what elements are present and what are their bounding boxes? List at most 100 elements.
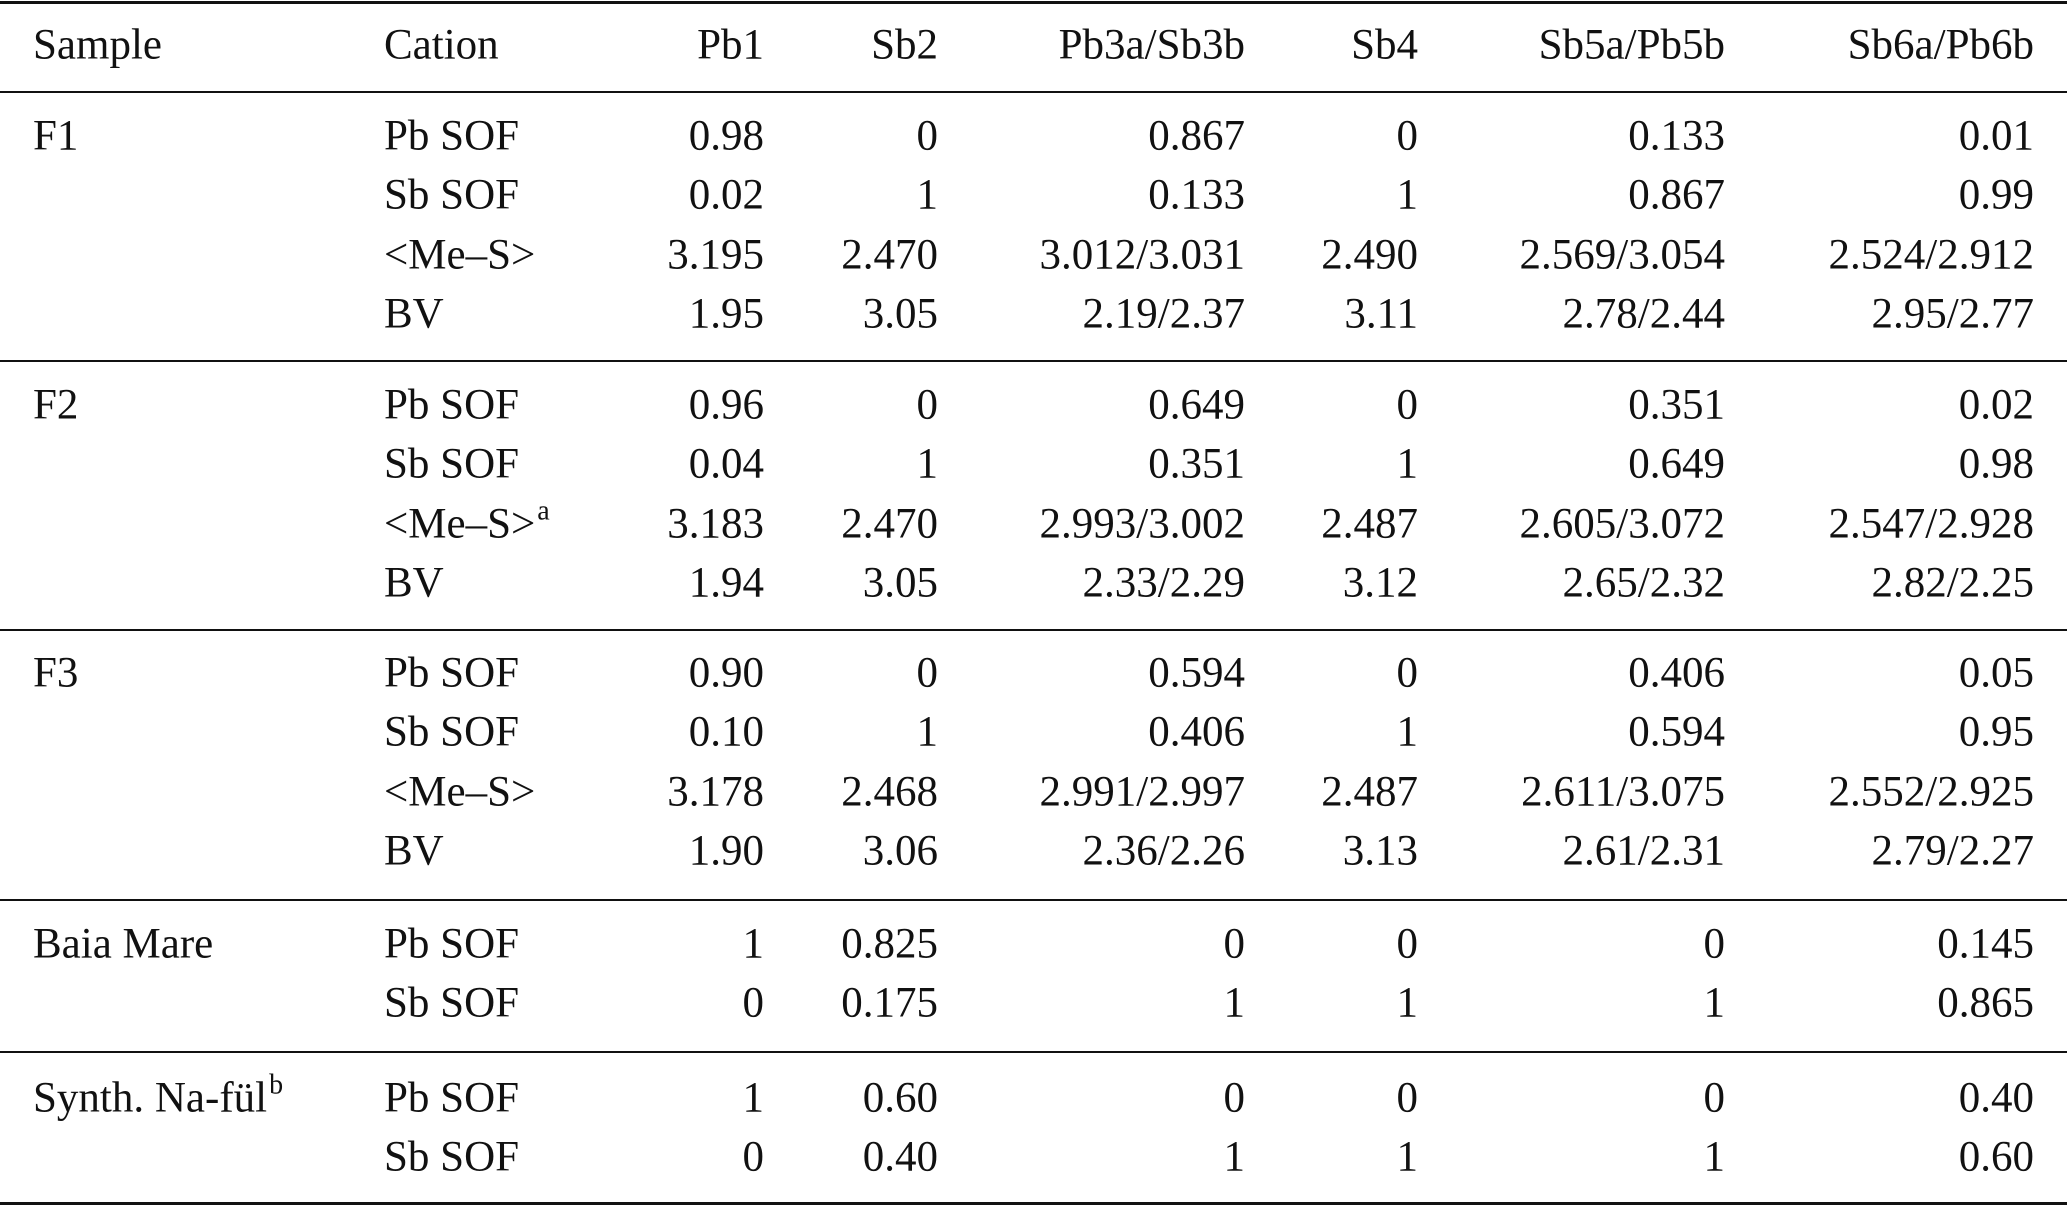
value-cell-text: 2.605/3.072 [1519,500,1725,548]
value-cell: 0.05 [1959,652,2034,695]
value-cell: 0.867 [1628,174,1725,217]
value-cell: 1 [1397,1136,1419,1179]
header-sample-text: Sample [33,21,162,69]
value-cell: 0 [743,982,765,1025]
cation-label-text: <Me–S> [384,768,536,816]
value-cell-text: 2.78/2.44 [1562,290,1725,338]
value-cell: 2.569/3.054 [1520,233,1725,276]
value-cell-text: 3.195 [667,231,764,279]
value-cell-text: 1.90 [688,827,764,875]
table-rule [0,360,2067,362]
value-cell-text: 1 [916,171,939,219]
value-cell-text: 0.40 [1958,1074,2034,1122]
value-cell-text: 0 [742,1133,765,1181]
header-sb4-text: Sb4 [1351,21,1418,69]
value-cell: 0 [1224,923,1246,966]
cation-label: Sb SOF [384,1136,519,1179]
cation-label-text: BV [384,827,444,875]
table-rule [0,1051,2067,1053]
value-cell-text: 2.524/2.912 [1828,231,2034,279]
value-cell-text: 0 [1396,920,1419,968]
value-cell: 0.96 [689,384,764,427]
cation-label: Pb SOF [384,923,519,966]
cation-label: <Me–S>a [384,497,550,546]
value-cell: 2.82/2.25 [1872,561,2034,604]
header-sample: Sample [33,24,162,67]
cation-label: BV [384,829,444,872]
value-cell-text: 1.94 [688,559,764,607]
value-cell: 2.78/2.44 [1563,292,1725,335]
value-cell-text: 0.95 [1958,708,2034,756]
value-cell-text: 0.98 [688,112,764,160]
cation-label: Pb SOF [384,115,519,158]
header-sb2-text: Sb2 [871,21,938,69]
value-cell: 1 [1397,982,1419,1025]
value-cell: 0.133 [1148,174,1245,217]
table-rule [0,1202,2067,1205]
value-cell-text: 1 [1223,1133,1246,1181]
header-sb5a-pb5b-text: Sb5a/Pb5b [1538,21,1725,69]
value-cell: 0 [1704,1077,1726,1120]
value-cell-text: 0.649 [1148,381,1245,429]
value-cell: 0.406 [1148,711,1245,754]
value-cell: 0.867 [1148,115,1245,158]
value-cell: 1 [917,443,939,486]
value-cell-text: 0.594 [1628,708,1725,756]
value-cell: 0 [1397,384,1419,427]
value-cell-text: 2.993/3.002 [1039,500,1245,548]
value-cell: 0 [1224,1077,1246,1120]
value-cell-text: 1 [1396,708,1419,756]
cation-label: Sb SOF [384,711,519,754]
cation-label-text: Pb SOF [384,381,520,429]
sample-label: Synth. Na-fülb [33,1071,283,1120]
value-cell-text: 2.569/3.054 [1519,231,1725,279]
value-cell: 2.33/2.29 [1083,561,1245,604]
cation-label-text: <Me–S> [384,231,536,279]
cation-label-text: Sb SOF [384,171,520,219]
value-cell-text: 3.05 [862,290,938,338]
value-cell-text: 3.13 [1342,827,1418,875]
value-cell: 0.98 [1959,443,2034,486]
value-cell: 0.649 [1148,384,1245,427]
value-cell: 0.04 [689,443,764,486]
value-cell-text: 0 [1223,1074,1246,1122]
value-cell: 0 [1704,923,1726,966]
value-cell: 0 [1397,1077,1419,1120]
value-cell: 3.012/3.031 [1040,233,1245,276]
value-cell: 0 [917,115,939,158]
value-cell: 2.36/2.26 [1083,829,1245,872]
header-sb6a-pb6b-text: Sb6a/Pb6b [1847,21,2034,69]
table-rule [0,1,2067,4]
value-cell-text: 0 [916,112,939,160]
cation-label: Sb SOF [384,443,519,486]
value-cell-text: 2.65/2.32 [1562,559,1725,607]
cation-label: <Me–S> [384,770,535,813]
value-cell-text: 0.175 [841,979,938,1027]
value-cell-text: 0.60 [1958,1133,2034,1181]
value-cell: 1 [743,1077,765,1120]
header-sb6a-pb6b: Sb6a/Pb6b [1848,24,2034,67]
value-cell-text: 2.79/2.27 [1871,827,2034,875]
header-cation: Cation [384,24,499,67]
value-cell: 2.487 [1321,502,1418,545]
value-cell: 1 [917,711,939,754]
value-cell-text: 2.991/2.997 [1039,768,1245,816]
value-cell-text: 2.82/2.25 [1871,559,2034,607]
value-cell-text: 2.468 [841,768,938,816]
value-cell-text: 0.40 [862,1133,938,1181]
value-cell-text: 1 [742,1074,765,1122]
value-cell-text: 0 [916,381,939,429]
sample-label-text: F2 [33,381,79,429]
value-cell: 0.40 [863,1136,938,1179]
value-cell-text: 0 [1223,920,1246,968]
value-cell-text: 3.12 [1342,559,1418,607]
sample-label-text: Baia Mare [33,920,214,968]
value-cell-text: 2.611/3.075 [1521,768,1725,816]
value-cell: 0 [1397,115,1419,158]
value-cell: 0.594 [1628,711,1725,754]
value-cell-text: 0.867 [1628,171,1725,219]
header-sb2: Sb2 [871,24,938,67]
header-pb1-text: Pb1 [697,21,764,69]
cation-label: BV [384,292,444,335]
value-cell-text: 1 [1223,979,1246,1027]
